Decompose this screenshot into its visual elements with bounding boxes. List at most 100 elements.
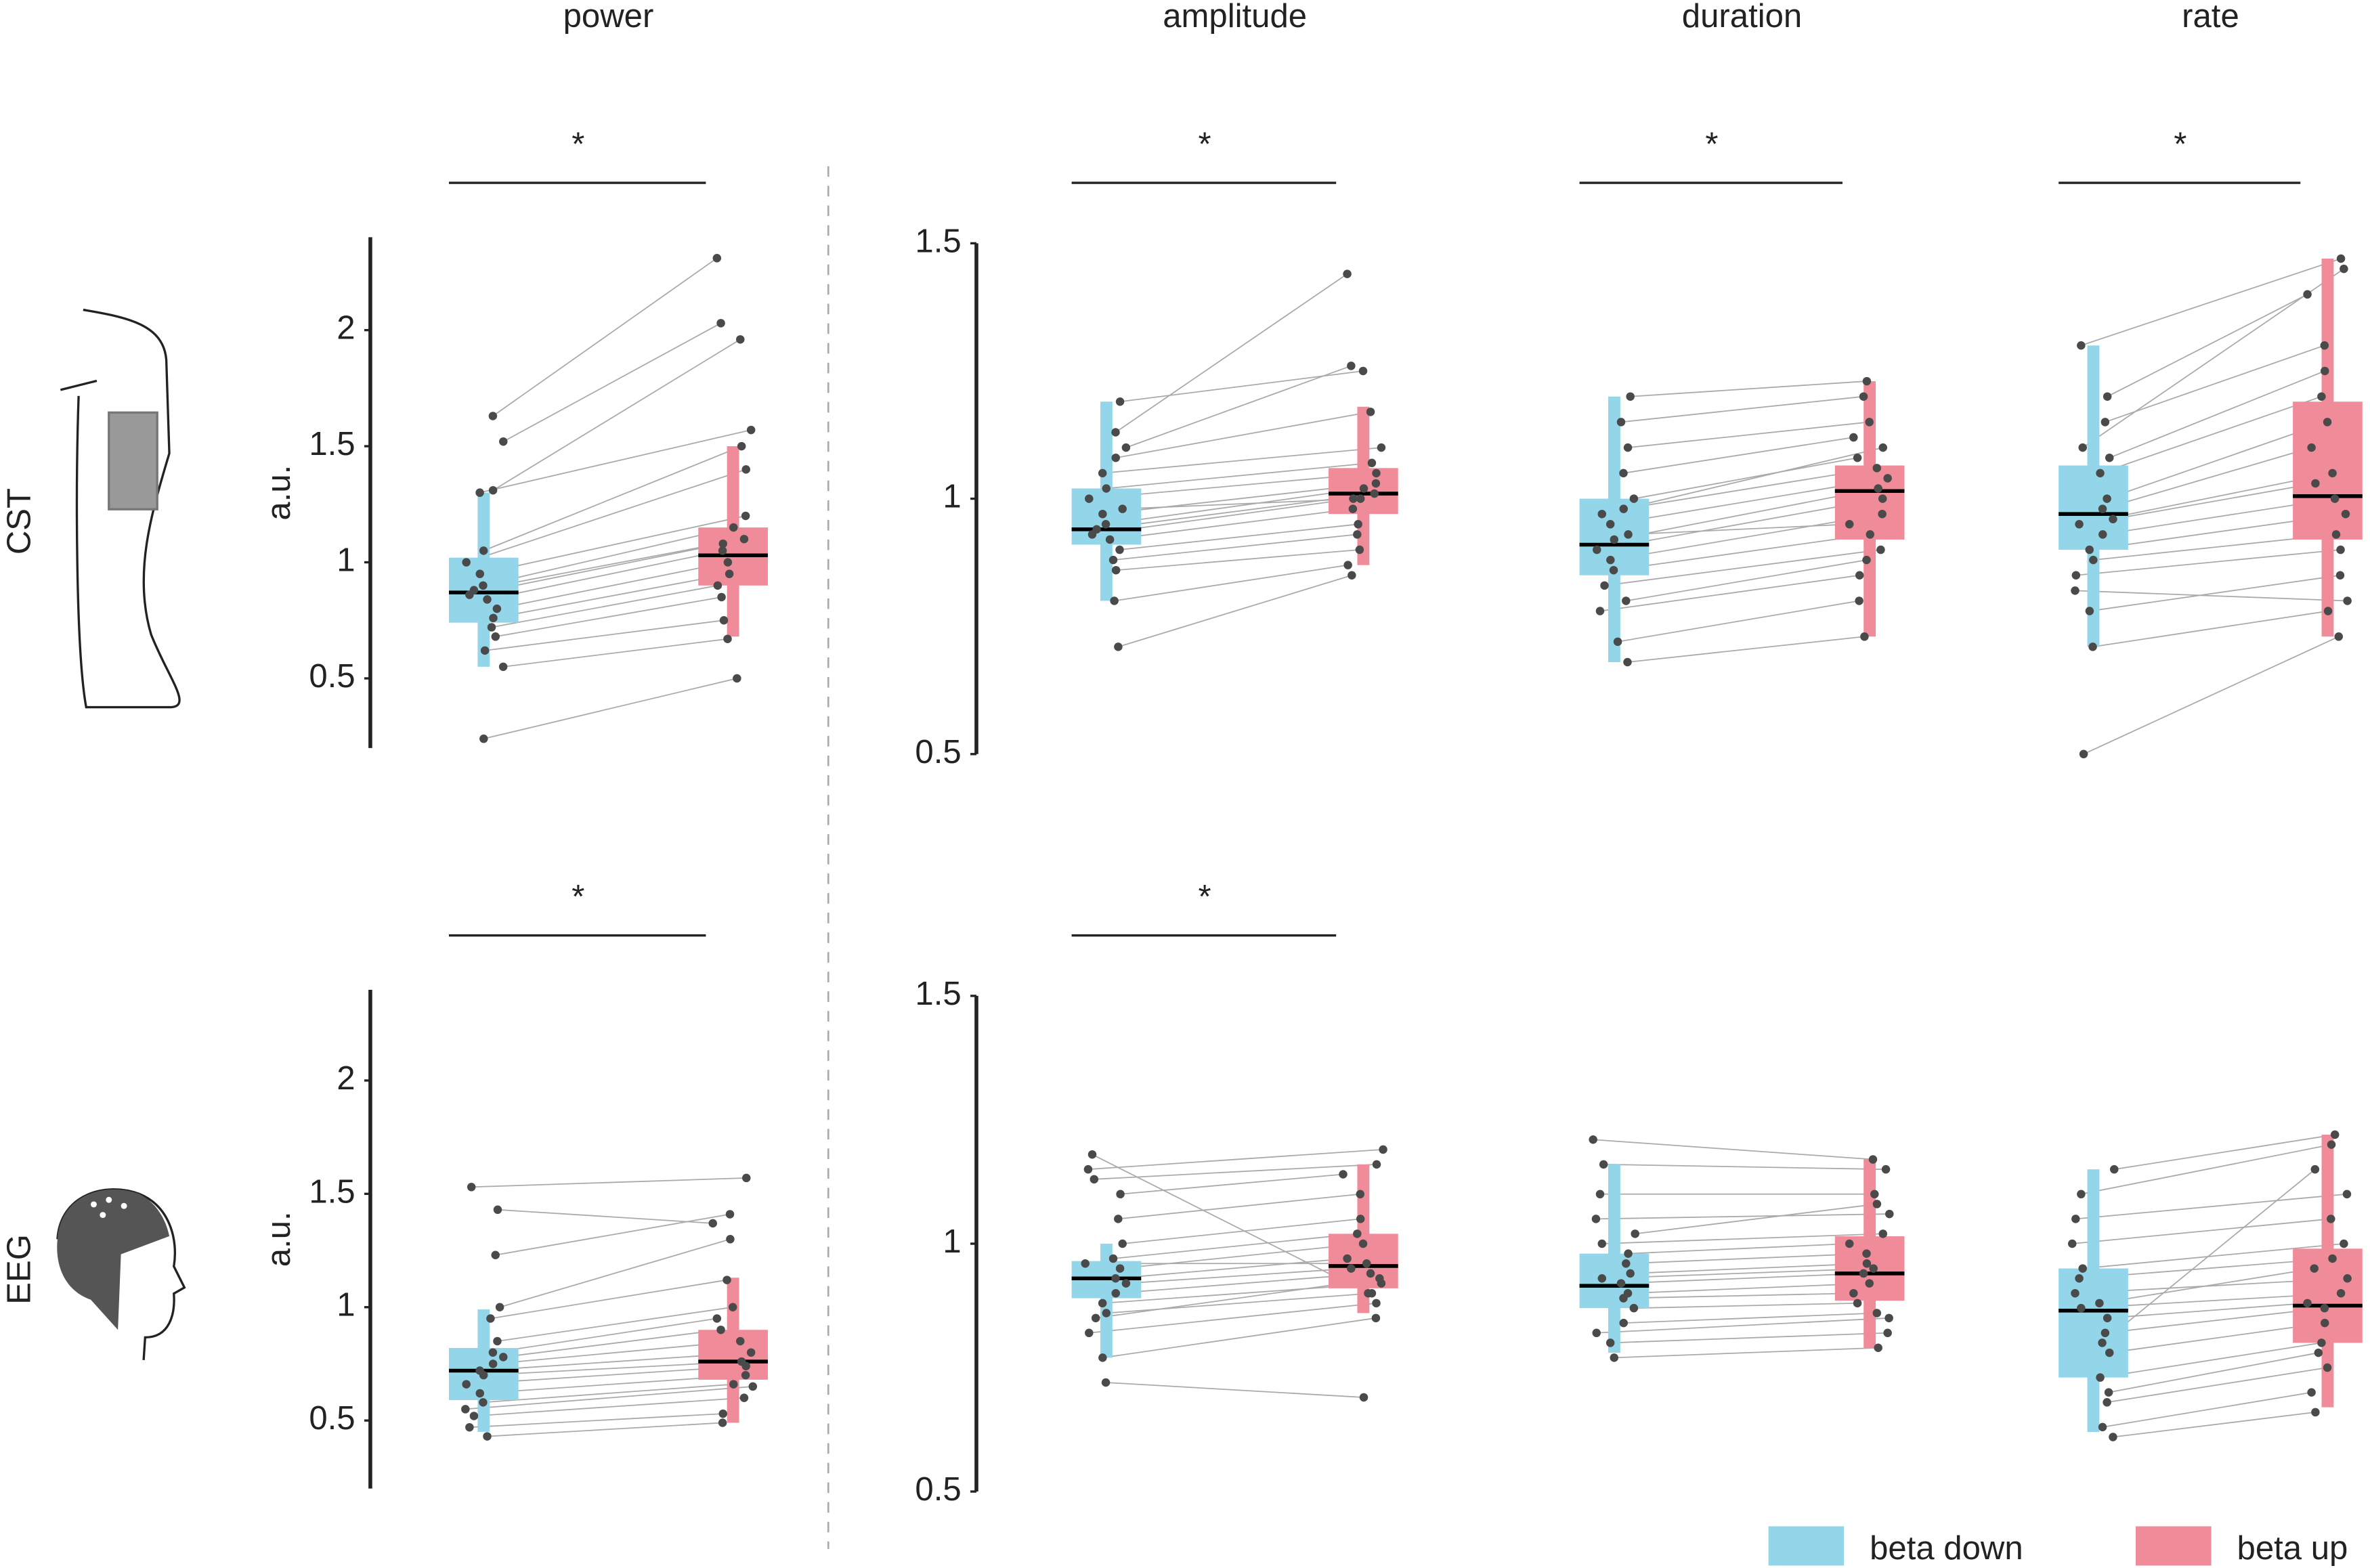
point: [2103, 494, 2111, 503]
point: [1356, 1190, 1365, 1199]
pair-line: [1599, 574, 1860, 612]
point: [1860, 632, 1869, 641]
point: [2104, 1388, 2113, 1397]
box: [448, 557, 519, 623]
point: [1377, 443, 1386, 452]
point: [2314, 1348, 2323, 1357]
pair-line: [493, 573, 730, 619]
row-label: CST: [1, 488, 37, 554]
y-tick-label: 1.5: [915, 976, 961, 1012]
pair-line: [1115, 1273, 1371, 1294]
point: [480, 646, 490, 655]
point: [2323, 607, 2333, 615]
point: [2088, 643, 2097, 651]
point: [1090, 1175, 1099, 1184]
point: [1865, 1279, 1874, 1288]
point: [1595, 1190, 1605, 1199]
pair-line: [1106, 462, 1373, 489]
point: [1862, 1259, 1872, 1268]
point: [1606, 520, 1615, 529]
pair-line: [1105, 1382, 1364, 1398]
significance-label: *: [1198, 879, 1211, 915]
pair-line: [490, 1279, 727, 1320]
pair-line: [2099, 1267, 2314, 1304]
pair-line: [1626, 559, 1867, 602]
point: [1348, 504, 1358, 513]
point: [746, 425, 756, 435]
pair-line: [1620, 395, 1864, 423]
point: [491, 632, 500, 641]
point: [2335, 571, 2345, 580]
point: [2098, 1422, 2107, 1432]
y-tick-label: 2: [337, 1060, 355, 1097]
pair-line: [1102, 447, 1381, 474]
point: [479, 546, 488, 555]
point: [718, 546, 727, 555]
pair-line: [2075, 549, 2341, 576]
point: [1102, 1309, 1111, 1317]
point: [1116, 1190, 1125, 1199]
point: [2071, 586, 2080, 595]
point: [1876, 545, 1885, 554]
point: [1372, 1160, 1381, 1169]
pair-line: [1106, 1292, 1372, 1314]
point: [1597, 1239, 1607, 1248]
pair-line: [1628, 523, 1850, 536]
point: [1623, 443, 1633, 452]
y-tick-label: 1: [943, 479, 961, 515]
point: [1595, 607, 1605, 615]
point: [2343, 1273, 2352, 1283]
point: [1859, 392, 1868, 401]
point: [2100, 418, 2110, 427]
y-tick-label: 1: [943, 1223, 961, 1260]
pair-line: [483, 678, 737, 740]
point: [1348, 571, 1356, 580]
point: [716, 1325, 725, 1334]
point: [1111, 428, 1120, 437]
point: [499, 1353, 508, 1362]
point: [718, 1418, 727, 1427]
point: [1874, 484, 1882, 493]
pair-line: [2107, 421, 2328, 500]
point: [2075, 520, 2084, 529]
point: [725, 1210, 735, 1219]
point: [1862, 1249, 1871, 1258]
point: [1356, 494, 1365, 503]
point: [499, 437, 508, 446]
point: [718, 539, 727, 548]
y-tick-label: 2: [337, 310, 355, 347]
point: [739, 534, 749, 544]
pair-line: [1119, 1243, 1364, 1269]
pair-line: [1122, 1218, 1361, 1244]
point: [1098, 469, 1107, 478]
pair-line: [2107, 294, 2308, 397]
column-title: amplitude: [1163, 0, 1307, 35]
point: [1855, 596, 1863, 605]
point: [718, 1409, 727, 1418]
point: [2327, 1140, 2336, 1149]
y-tick-label: 0.5: [309, 1400, 355, 1437]
box: [2059, 465, 2128, 550]
point: [1087, 1150, 1097, 1159]
point: [737, 441, 746, 451]
y-tick-label: 0.5: [915, 1471, 961, 1508]
point: [2307, 1388, 2316, 1397]
point: [1624, 530, 1633, 539]
point: [2109, 515, 2117, 524]
point: [2323, 418, 2332, 427]
point: [1085, 494, 1094, 503]
pair-line: [2114, 1134, 2335, 1171]
point: [2340, 264, 2348, 274]
point: [475, 1366, 484, 1375]
point: [1591, 1215, 1601, 1223]
point: [1339, 1170, 1348, 1179]
point: [1624, 1249, 1633, 1258]
box: [698, 1330, 768, 1380]
point: [1354, 520, 1362, 529]
point: [1114, 643, 1123, 651]
pair-line: [495, 1213, 731, 1256]
pair-line: [2109, 1322, 2325, 1353]
pair-line: [1610, 1332, 1888, 1344]
pair-line: [1115, 411, 1371, 459]
pair-line: [492, 257, 718, 417]
